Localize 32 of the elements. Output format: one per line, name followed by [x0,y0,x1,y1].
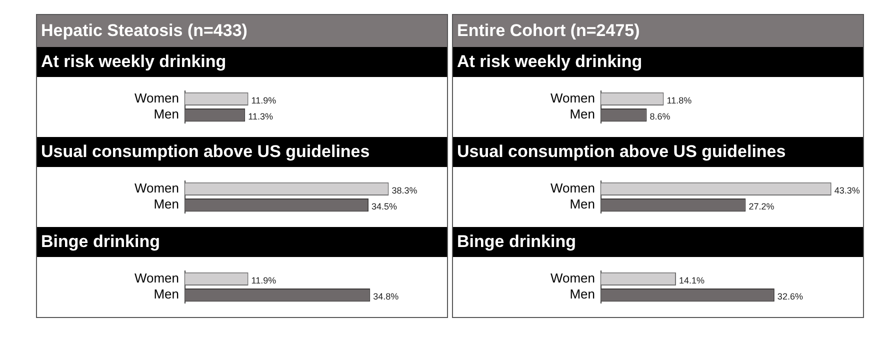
y-tick-label: Men [154,196,179,212]
data-label: 11.8% [666,95,692,106]
data-label: 34.5% [372,202,398,212]
data-label: 43.3% [834,185,860,196]
data-label: 27.2% [748,202,774,212]
text: Hepatic Steatosis (n=433) [37,15,447,47]
data-label: 11.3% [248,112,273,122]
data-label: 14.1% [679,275,705,286]
data-label: 11.9% [251,95,276,106]
y-tick-label: Women [134,90,179,106]
y-tick-label: Men [570,196,595,212]
y-tick-label: Men [570,286,595,302]
chart-title: Binge drinking [453,227,863,257]
chart-title: At risk weekly drinking [453,47,863,77]
y-tick-label: Women [550,90,595,106]
text: Entire Cohort (n=2475) [453,15,863,47]
data-label: 8.6% [650,112,670,122]
data-label: 11.9% [251,275,276,286]
y-tick-label: Women [134,180,179,196]
y-tick-label: Women [550,180,595,196]
chart-title: At risk weekly drinking [37,47,447,77]
y-tick-label: Men [154,286,179,302]
chart-title: Usual consumption above US guidelines [37,137,447,167]
y-tick-label: Men [154,106,179,122]
y-tick-label: Women [550,270,595,286]
data-label: 38.3% [392,185,418,196]
data-label: 32.6% [777,292,803,302]
data-label: 34.8% [373,292,399,302]
y-tick-label: Women [134,270,179,286]
chart-title: Usual consumption above US guidelines [453,137,863,167]
chart-title: Binge drinking [37,227,447,257]
y-tick-label: Men [570,106,595,122]
